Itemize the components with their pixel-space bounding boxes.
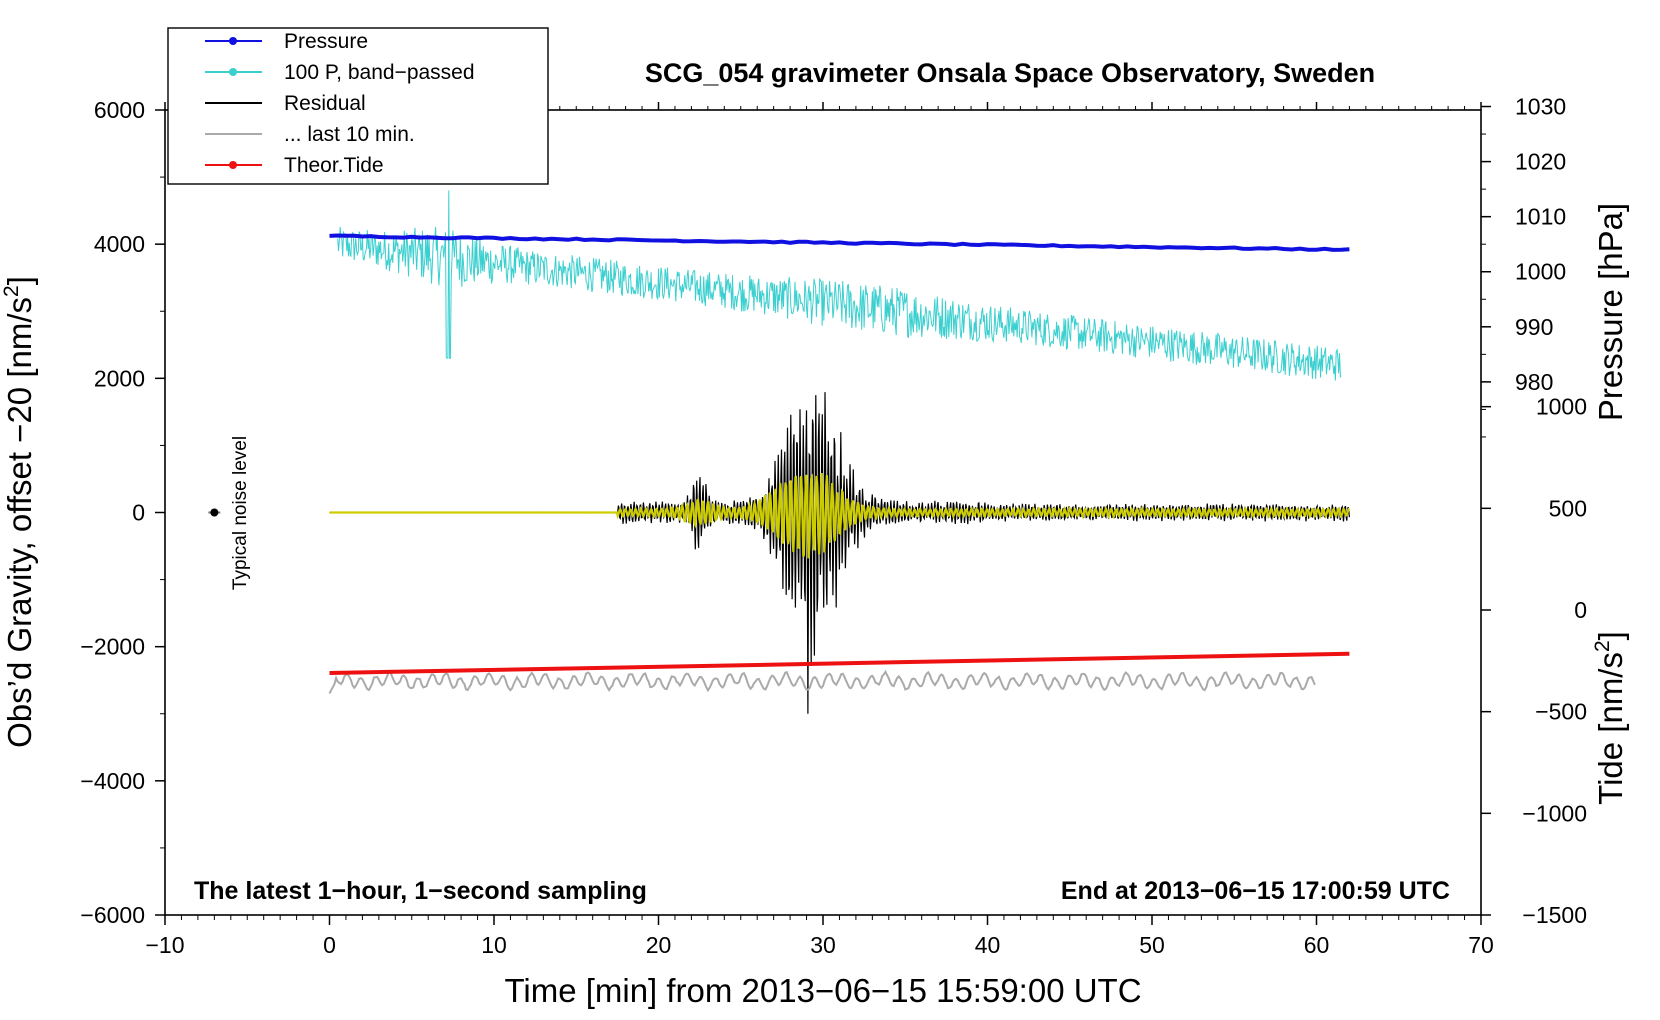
y-axis-label-main-text: Obs’d Gravity, offset −20 [nm/s — [1, 297, 38, 748]
y-axis-ticks: −6000 −4000 −2000 0 2000 4000 6000 — [80, 97, 165, 928]
series-filtered-yellow — [329, 473, 1351, 559]
annotation-sampling: The latest 1−hour, 1−second sampling — [194, 877, 647, 905]
pressure-tick-label: 1030 — [1515, 94, 1566, 120]
series-residual — [329, 392, 1350, 714]
tide-axis-label: Tide [nm/s2] — [1591, 631, 1629, 805]
noise-level-label: Typical noise level — [230, 436, 251, 590]
tide-tick-label: −1000 — [1522, 800, 1587, 826]
pressure-tick-label: 980 — [1515, 369, 1553, 395]
tide-tick-label: 0 — [1574, 597, 1587, 623]
x-tick-label: 70 — [1468, 932, 1494, 958]
y-axis-unit-superscript: 2 — [0, 285, 23, 297]
y-tick-label: −6000 — [80, 902, 145, 928]
tide-tick-label: 1000 — [1536, 394, 1587, 420]
pressure-axis-ticks: 980 990 1000 1010 1020 1030 — [1481, 94, 1566, 395]
x-tick-label: 0 — [323, 932, 336, 958]
x-tick-label: 40 — [975, 932, 1001, 958]
pressure-tick-label: 990 — [1515, 314, 1553, 340]
tide-axis-ticks: −1500 −1000 −500 0 500 1000 — [1481, 394, 1587, 928]
series-theor-tide — [329, 651, 1350, 676]
series-band-passed-pressure — [337, 190, 1342, 381]
tide-tick-label: −500 — [1535, 699, 1587, 725]
y-tick-label: −2000 — [80, 634, 145, 660]
series-last-10-min — [328, 669, 1316, 694]
legend-marker — [229, 37, 237, 45]
y-tick-label: 2000 — [94, 365, 145, 391]
tide-tick-label: 500 — [1549, 495, 1587, 521]
legend-label: Theor.Tide — [284, 154, 384, 177]
pressure-tick-label: 1010 — [1515, 204, 1566, 230]
legend: Pressure 100 P, band−passed Residual ... la… — [167, 27, 549, 185]
x-tick-label: −10 — [145, 932, 184, 958]
typical-noise-marker — [208, 508, 221, 517]
annotation-end-time: End at 2013−06−15 17:00:59 UTC — [1061, 877, 1450, 905]
chart-title: SCG_054 gravimeter Onsala Space Observat… — [645, 58, 1375, 88]
x-tick-label: 20 — [646, 932, 672, 958]
x-axis-ticks: −10 0 10 20 30 40 50 60 70 — [145, 102, 1494, 958]
x-axis-label: Time [min] from 2013−06−15 15:59:00 UTC — [504, 972, 1141, 1009]
legend-label: 100 P, band−passed — [284, 61, 475, 84]
x-tick-label: 10 — [481, 932, 507, 958]
legend-marker — [229, 161, 237, 169]
y-tick-label: 4000 — [94, 231, 145, 257]
x-tick-label: 60 — [1304, 932, 1330, 958]
legend-marker — [229, 68, 237, 76]
x-tick-label: 30 — [810, 932, 836, 958]
legend-box — [167, 27, 549, 185]
legend-label: Pressure — [284, 30, 368, 53]
y-axis-unit-close: ] — [1, 276, 38, 285]
legend-label: Residual — [284, 92, 366, 115]
traces — [328, 190, 1351, 714]
y-tick-label: 6000 — [94, 97, 145, 123]
legend-label: ... last 10 min. — [284, 123, 415, 146]
x-tick-label: 50 — [1139, 932, 1165, 958]
y-tick-label: −4000 — [80, 768, 145, 794]
tide-axis-unit-close: ] — [1592, 631, 1629, 640]
pressure-tick-label: 1020 — [1515, 149, 1566, 175]
y-axis-label-main: Obs’d Gravity, offset −20 [nm/s2] — [0, 276, 38, 748]
series-pressure — [329, 233, 1350, 252]
pressure-axis-label: Pressure [hPa] — [1592, 203, 1629, 421]
tide-axis-unit-superscript: 2 — [1591, 640, 1614, 652]
y-tick-label: 0 — [132, 500, 145, 526]
noise-dot — [210, 508, 219, 517]
pressure-tick-label: 1000 — [1515, 259, 1566, 285]
tide-axis-label-text: Tide [nm/s — [1592, 652, 1629, 805]
tide-tick-label: −1500 — [1522, 902, 1587, 928]
